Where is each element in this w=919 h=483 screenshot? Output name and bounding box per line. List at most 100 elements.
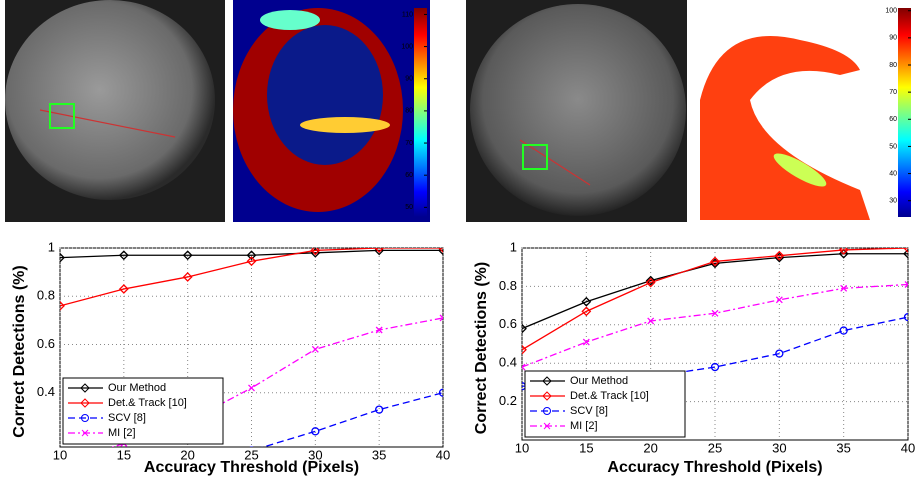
marker <box>248 384 255 392</box>
legend-marker <box>80 383 90 393</box>
colorbar-label: 60 <box>405 172 413 179</box>
x-tick-label: 35 <box>372 447 386 462</box>
colorbar-label: 40 <box>889 170 897 177</box>
marker <box>775 296 783 304</box>
legend-label: Our Method <box>570 375 628 387</box>
colorbar-label: 60 <box>889 116 897 123</box>
series-group <box>522 248 908 391</box>
colorbar-label: 70 <box>405 140 413 147</box>
x-tick-label: 15 <box>117 447 131 462</box>
marker <box>647 317 655 325</box>
colorbar-label: 50 <box>405 204 413 211</box>
marker <box>375 405 384 414</box>
x-tick-label: 20 <box>180 447 194 462</box>
y-tick-label: 0.4 <box>37 384 55 399</box>
colorbar-label: 100 <box>885 8 897 15</box>
heat-region <box>267 25 383 165</box>
x-tick-label: 35 <box>836 440 850 455</box>
marker <box>710 362 720 372</box>
marker <box>182 250 193 261</box>
track-box <box>49 103 75 129</box>
marker <box>838 248 849 259</box>
marker <box>311 345 319 353</box>
marker <box>645 275 656 286</box>
x-tick-label: 40 <box>901 440 915 455</box>
colorbar-label: 30 <box>889 198 897 205</box>
x-tick-label: 15 <box>579 440 593 455</box>
legend <box>524 370 686 438</box>
legend-marker <box>81 414 89 422</box>
y-tick-label: 0.8 <box>37 288 55 303</box>
marker <box>311 427 320 436</box>
marker <box>904 281 908 288</box>
marker <box>439 314 443 322</box>
colorbar-label: 90 <box>405 76 413 83</box>
marker <box>60 252 65 263</box>
heat-region <box>773 153 827 187</box>
marker <box>645 277 656 288</box>
y-tick-label: 0.6 <box>37 336 55 351</box>
y-tick-label: 0.6 <box>499 316 517 331</box>
y-tick-label: 0.8 <box>499 278 517 293</box>
marker <box>522 363 526 371</box>
legend-label: MI [2] <box>570 420 598 432</box>
legend-marker <box>81 429 89 437</box>
x-tick-label: 40 <box>436 447 450 462</box>
legend-marker <box>543 407 551 415</box>
x-tick-label: 10 <box>53 447 67 462</box>
legend-label: MI [2] <box>108 427 136 439</box>
colorbar-label: 80 <box>889 62 897 69</box>
heat-region <box>260 10 320 30</box>
legend-label: Our Method <box>108 382 166 394</box>
marker <box>374 248 385 253</box>
marker <box>522 323 527 334</box>
tool-line <box>519 139 591 186</box>
y-tick-label: 1 <box>510 239 517 254</box>
legend-marker <box>543 422 551 430</box>
marker <box>182 272 193 282</box>
colorbar <box>414 8 427 217</box>
marker <box>711 309 719 317</box>
marker <box>775 349 784 358</box>
marker <box>581 296 592 307</box>
legend-marker <box>80 398 90 408</box>
marker <box>839 326 848 335</box>
marker <box>710 256 720 267</box>
x-tick-label: 25 <box>708 440 722 455</box>
x-tick-label: 30 <box>772 440 786 455</box>
y-axis-label: Correct Detections (%) <box>11 265 28 437</box>
colorbar <box>898 8 911 217</box>
x-tick-label: 20 <box>643 440 657 455</box>
marker <box>840 284 848 292</box>
track-box <box>522 144 548 170</box>
marker <box>375 326 383 334</box>
marker <box>310 248 321 256</box>
x-axis-label: Accuracy Threshold (Pixels) <box>607 459 822 476</box>
eye <box>470 4 686 216</box>
y-tick-label: 0.2 <box>499 393 517 408</box>
legend-marker <box>542 376 552 386</box>
marker <box>246 250 257 261</box>
colorbar-label: 70 <box>889 89 897 96</box>
colorbar-label: 80 <box>405 108 413 115</box>
marker <box>118 284 129 294</box>
y-tick-label: 0.4 <box>499 355 517 370</box>
marker <box>57 474 64 481</box>
legend-label: SCV [8] <box>108 412 146 424</box>
tool-line <box>39 109 176 138</box>
marker <box>57 462 63 468</box>
colorbar-label: 110 <box>402 11 413 18</box>
x-tick-label: 10 <box>515 440 529 455</box>
x-axis-label: Accuracy Threshold (Pixels) <box>144 459 359 476</box>
marker <box>903 312 908 322</box>
marker <box>522 344 527 355</box>
marker <box>582 338 590 346</box>
marker <box>838 248 849 255</box>
eye <box>5 0 215 200</box>
marker <box>581 306 592 317</box>
x-tick-label: 30 <box>308 447 322 462</box>
marker <box>60 300 65 311</box>
marker <box>903 248 908 259</box>
marker <box>774 250 785 261</box>
